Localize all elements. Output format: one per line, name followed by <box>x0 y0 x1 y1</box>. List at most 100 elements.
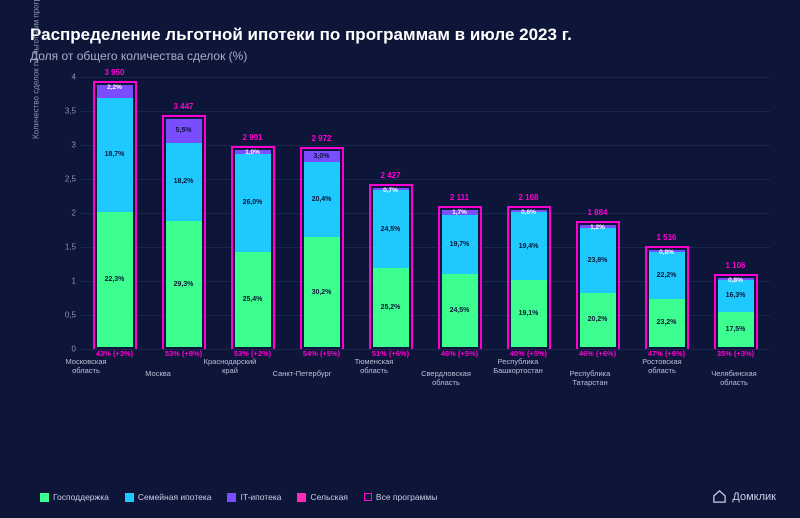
segment-label: 22,2% <box>657 272 677 279</box>
segment-label: 0,8% <box>659 249 674 256</box>
legend-label: Сельская <box>310 492 347 502</box>
segment-label: 16,3% <box>726 292 746 299</box>
segment-label: 1,7% <box>452 209 467 216</box>
house-icon <box>712 489 727 504</box>
bar-segment-gospodderzhka: 30,2% <box>304 237 340 347</box>
bar-segment-it: 0,6% <box>511 210 547 212</box>
region-label: Краснодарский край <box>200 358 260 375</box>
legend-item: Семейная ипотека <box>125 492 212 502</box>
segment-label: 18,7% <box>105 151 125 158</box>
legend-item: IT-ипотека <box>227 492 281 502</box>
segment-label: 1,0% <box>245 149 260 156</box>
region-cell: Республика Башкортостан <box>488 358 548 375</box>
bar-stack: 19,1%19,4%0,6% <box>507 206 551 349</box>
y-tick: 3,5 <box>65 107 76 116</box>
y-tick: 1,5 <box>65 243 76 252</box>
bar-segment-gospodderzhka: 23,2% <box>649 299 685 348</box>
legend-item: Господдержка <box>40 492 109 502</box>
bar-segment-gospodderzhka: 25,2% <box>373 268 409 348</box>
segment-label: 2,2% <box>107 84 122 91</box>
bar-group: 2 10819,1%19,4%0,6% <box>507 206 551 349</box>
segment-label: 25,4% <box>243 296 263 303</box>
region-label: Москва <box>128 370 188 379</box>
bar-segment-it: 3,0% <box>304 151 340 162</box>
segment-label: 18,2% <box>174 178 194 185</box>
chart-container: Распределение льготной ипотеки по програ… <box>0 0 800 395</box>
brand-name: Домклик <box>732 491 776 503</box>
segment-label: 30,2% <box>312 289 332 296</box>
segment-label: 20,4% <box>312 196 332 203</box>
y-axis-label: Количество сделок по льготным программам… <box>32 0 41 139</box>
legend-item: Сельская <box>297 492 347 502</box>
region-cell: Челябинская область <box>704 370 764 387</box>
bar-segment-gospodderzhka: 24,5% <box>442 274 478 347</box>
pct-label: 53% (+8%) <box>162 349 206 358</box>
segment-label: 22,3% <box>105 276 125 283</box>
bar-total-label: 1 106 <box>725 261 745 270</box>
bar-segment-it: 0,8% <box>718 278 754 280</box>
y-tick: 0 <box>72 345 76 354</box>
bar-group: 1 88420,2%23,8%1,2% <box>576 221 620 349</box>
segment-label: 29,3% <box>174 281 194 288</box>
region-label: Московская область <box>56 358 116 375</box>
legend-label: IT-ипотека <box>240 492 281 502</box>
segment-label: 19,7% <box>450 241 470 248</box>
bar-segment-it: 0,7% <box>373 188 409 190</box>
bar-segment-gospodderzhka: 17,5% <box>718 312 754 347</box>
bar-stack: 20,2%23,8%1,2% <box>576 221 620 349</box>
region-cell: Краснодарский край <box>200 358 260 375</box>
bar-stack: 17,5% 16,3% 0,8% <box>714 274 758 349</box>
bar-segment-semeinaya: 19,4% <box>511 212 547 280</box>
bar-segment-gospodderzhka: 25,4% <box>235 252 271 348</box>
bar-segment-gospodderzhka: 22,3% <box>97 212 133 348</box>
chart-area: Количество сделок по льготным программам… <box>62 77 770 377</box>
legend-swatch <box>297 493 306 502</box>
segment-label: 5,5% <box>176 127 192 134</box>
legend-label: Все программы <box>376 492 437 502</box>
legend-swatch <box>40 493 49 502</box>
segment-label: 0,6% <box>521 209 536 216</box>
bar-stack: 25,2%24,5%0,7% <box>369 184 413 349</box>
segment-label: 23,2% <box>657 319 677 326</box>
region-cell: Москва <box>128 370 188 387</box>
bar-stack: 25,4% 26,0%1,0% <box>231 146 275 349</box>
region-label: Республика Татарстан <box>560 370 620 387</box>
segment-label: 17,5% <box>726 326 746 333</box>
region-label: Челябинская область <box>704 370 764 387</box>
bar-total-label: 1 884 <box>587 208 607 217</box>
legend-item: Все программы <box>364 492 437 502</box>
segment-label: 3,0% <box>314 153 330 160</box>
segment-label: 25,2% <box>381 304 401 311</box>
bar-total-label: 3 950 <box>104 68 124 77</box>
legend-swatch <box>227 493 236 502</box>
bar-segment-semeinaya: 16,3% <box>718 280 754 313</box>
chart-subtitle: Доля от общего количества сделок (%) <box>30 49 770 63</box>
y-tick: 1 <box>72 277 76 286</box>
bar-group: 2 99125,4%26,0%1,0% <box>231 146 275 349</box>
bar-segment-semeinaya: 20,4% <box>304 162 340 237</box>
y-tick: 4 <box>72 73 76 82</box>
region-cell: Ростовская область <box>632 358 692 375</box>
bar-segment-it: 1,7% <box>442 210 478 215</box>
bar-total-label: 2 427 <box>380 171 400 180</box>
bar-total-label: 2 108 <box>518 193 538 202</box>
bar-segment-gospodderzhka: 29,3% <box>166 221 202 347</box>
bars-container: 3 95022,3%18,7%2,2%3 44729,3%18,2%5,5%2 … <box>80 77 770 349</box>
chart-title: Распределение льготной ипотеки по програ… <box>30 24 770 45</box>
bar-stack: 23,2% 22,2% 0,8% <box>645 246 689 349</box>
bar-group: 2 11124,5%19,7%1,7% <box>438 206 482 350</box>
region-cell: Республика Татарстан <box>560 370 620 387</box>
bar-segment-semeinaya: 22,2% <box>649 252 685 299</box>
y-tick: 3 <box>72 141 76 150</box>
bar-segment-it: 1,2% <box>580 225 616 228</box>
bar-segment-semeinaya: 26,0% <box>235 154 271 252</box>
bar-segment-gospodderzhka: 19,1% <box>511 280 547 347</box>
brand-logo: Домклик <box>712 489 776 504</box>
region-label: Ростовская область <box>632 358 692 375</box>
bar-total-label: 2 972 <box>311 134 331 143</box>
bar-group: 1 51623,2%22,2%0,8% <box>645 246 689 349</box>
segment-label: 20,2% <box>588 316 608 323</box>
region-label: Санкт-Петербург <box>272 370 332 379</box>
bar-stack: 24,5% 19,7% 1,7% <box>438 206 482 350</box>
bar-total-label: 2 991 <box>242 133 262 142</box>
